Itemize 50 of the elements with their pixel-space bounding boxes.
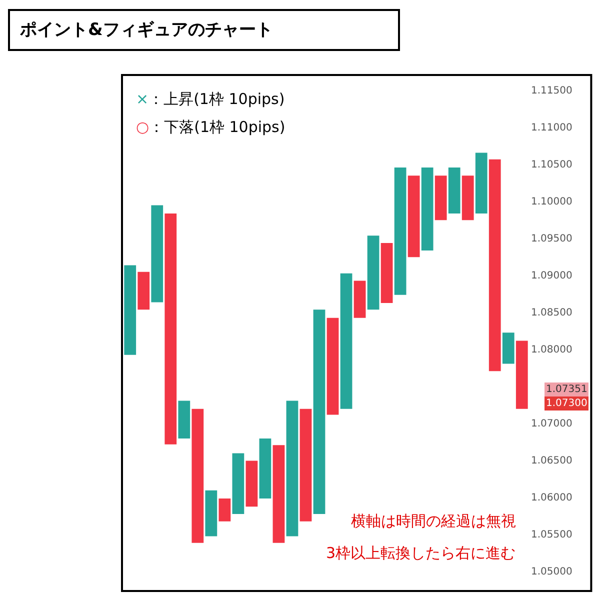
bar <box>205 490 218 536</box>
y-tick-label: 1.09000 <box>531 270 572 282</box>
y-tick-label: 1.07000 <box>531 418 572 430</box>
y-tick-label: 1.08000 <box>531 344 572 356</box>
bar <box>502 332 514 364</box>
bar <box>448 168 460 214</box>
bar <box>272 445 285 543</box>
bar <box>192 408 204 543</box>
bar <box>354 280 366 318</box>
bar <box>408 176 420 258</box>
bar <box>488 159 501 372</box>
annotation: ○：下落(1枠 10pips) <box>136 118 286 136</box>
bar <box>151 205 164 302</box>
y-tick-label: 1.05500 <box>531 530 572 540</box>
bar <box>313 310 326 514</box>
text: 1.07351 <box>546 384 588 395</box>
bar <box>164 213 177 444</box>
annotation: 3枠以上転換したら右に進む <box>326 544 516 562</box>
y-tick-label: 1.06500 <box>531 455 572 466</box>
chart-title: ポイント&フィギュアのチャート <box>19 20 273 40</box>
bar <box>300 408 312 522</box>
bar <box>475 152 488 214</box>
bar <box>232 453 244 514</box>
bar <box>462 176 474 220</box>
annotation: 横軸は時間の経過は無視 <box>351 512 516 530</box>
bar <box>246 460 258 507</box>
y-tick-label: 1.10500 <box>531 159 572 170</box>
y-tick-label: 1.11500 <box>531 85 572 96</box>
bar <box>340 273 352 409</box>
y-tick-label: 1.05000 <box>531 566 572 578</box>
y-tick-label: 1.06000 <box>531 492 572 504</box>
y-tick-label: 1.11000 <box>531 122 572 134</box>
bar <box>326 318 339 415</box>
bar <box>259 438 272 498</box>
bar <box>124 265 136 355</box>
annotation: ×：上昇(1枠 10pips) <box>136 90 285 108</box>
y-tick-label: 1.10000 <box>531 196 572 208</box>
bar <box>178 400 190 438</box>
bar <box>394 168 406 295</box>
bar <box>138 272 150 310</box>
y-tick-label: 1.08500 <box>531 307 572 318</box>
bar <box>434 176 447 220</box>
bar <box>380 243 393 304</box>
y-tick-label: 1.09500 <box>531 233 572 244</box>
bar <box>367 236 380 310</box>
bar <box>286 400 298 536</box>
bar <box>516 340 528 409</box>
text: 1.07300 <box>546 398 588 409</box>
bar <box>421 168 434 250</box>
bar <box>218 498 231 522</box>
